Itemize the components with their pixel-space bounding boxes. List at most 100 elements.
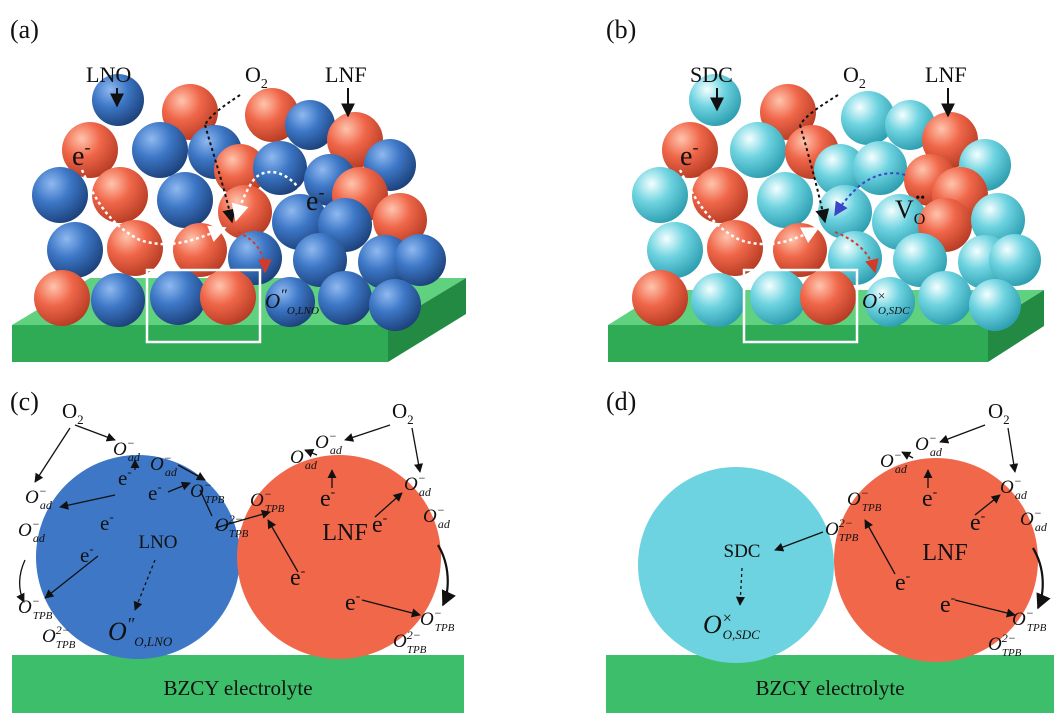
tpb-oxygen-d4: O2− TPB — [988, 631, 1022, 659]
electron-d1: e- — [922, 485, 938, 512]
panel-a: (a) LNO LNF O2 e- e- O″O,LNO — [10, 15, 466, 362]
adsorbed-oxygen-c5: O− ad — [290, 444, 318, 472]
particle-sphere — [692, 167, 748, 223]
electron-c4: e- — [80, 541, 94, 567]
electron-c3: e- — [100, 509, 114, 535]
tpb-oxygen-c7: O2− TPB — [393, 628, 427, 656]
particle-sphere — [632, 167, 688, 223]
electrolyte-bar-d — [606, 655, 1054, 713]
material-label-lnf-b: LNF — [925, 62, 967, 87]
electron-c5: e- — [320, 485, 336, 512]
particle-sphere — [394, 234, 446, 286]
reaction-arrows-d — [735, 424, 1051, 618]
electrolyte-bar-c — [12, 655, 464, 713]
particle-sphere — [707, 220, 763, 276]
tpb-oxygen-d3: O− TPB — [1012, 606, 1047, 634]
panel-d: (d) BZCY electrolyte SDC LNF O2 O− ad O− a… — [606, 387, 1054, 713]
particle-sphere — [989, 234, 1041, 286]
tpb-oxygen-d2: O2− TPB — [825, 516, 859, 544]
vacancy-label-b: VO•• — [895, 191, 925, 228]
particle-cluster-a — [32, 74, 446, 331]
particle-sphere — [893, 233, 947, 287]
adsorbed-oxygen-c6: O− ad — [315, 429, 343, 457]
particle-sphere — [632, 270, 688, 326]
panel-label-d: (d) — [606, 387, 636, 416]
tpb-oxygen-c4: O2− TPB — [42, 623, 76, 651]
particle-sphere — [662, 122, 718, 178]
particle-sphere — [253, 141, 307, 195]
particle-sphere — [218, 185, 272, 239]
electron-label-b: e- — [680, 137, 698, 172]
particle-sphere — [285, 100, 335, 150]
electron-c8: e- — [345, 589, 361, 616]
particle-sphere — [918, 271, 972, 325]
particle-sphere — [32, 167, 88, 223]
particle-cluster-b — [632, 74, 1041, 331]
magnified-region-box-a — [145, 268, 262, 344]
particle-sphere — [814, 144, 866, 196]
adsorbed-oxygen-c7: O− ad — [404, 471, 432, 499]
particle-lnf-c — [237, 455, 441, 659]
oxygen-path-arrow-a — [204, 124, 237, 224]
particle-sphere — [92, 167, 148, 223]
material-label-lno-a: LNO — [86, 62, 131, 87]
particle-sphere — [800, 269, 856, 325]
particle-sphere — [132, 122, 188, 178]
particle-label-lnf-c: LNF — [322, 520, 367, 546]
electron-label-a2: e- — [306, 182, 324, 217]
material-label-lnf-a: LNF — [325, 62, 367, 87]
electron-c1: e- — [118, 464, 132, 490]
lattice-oxygen-c: O″O,LNO — [108, 614, 173, 649]
adsorbed-oxygen-d3: O− ad — [1000, 474, 1028, 502]
particle-sphere — [150, 269, 206, 325]
particle-sphere — [293, 233, 347, 287]
particle-sphere — [34, 270, 90, 326]
species-label-a: O″O,LNO — [265, 287, 319, 317]
particle-sphere — [750, 269, 806, 325]
electron-path-arrow-b — [678, 169, 820, 246]
panel-label-b: (b) — [606, 15, 636, 44]
lattice-oxygen-d: O× O,SDC — [703, 610, 760, 642]
particle-sphere — [162, 84, 218, 140]
panel-b: (b) SDC LNF O2 e- VO•• O× O,SDC — [606, 15, 1044, 362]
gas-label-a: O2 — [245, 62, 268, 92]
panel-c: (c) BZCY electrolyte LNO LNF O2 O2 O− ad … — [10, 387, 464, 713]
gas-label-b: O2 — [843, 62, 866, 92]
particle-sphere — [214, 144, 266, 196]
electron-d4: e- — [940, 591, 956, 618]
species-label-b: O× O,SDC — [862, 288, 910, 317]
tpb-oxygen-c1: O− TPB — [190, 478, 225, 506]
panel-label-c: (c) — [10, 387, 39, 416]
particle-sdc-d — [638, 467, 834, 663]
magnified-region-box-b — [742, 268, 859, 344]
particle-sphere — [865, 277, 915, 327]
particle-sphere — [841, 91, 895, 145]
vacancy-path-arrow-b — [834, 172, 906, 217]
oxygen-path-start-a — [204, 94, 241, 126]
adsorbed-oxygen-d1: O− ad — [880, 448, 908, 476]
electron-d3: e- — [895, 569, 911, 596]
particle-sphere — [91, 273, 145, 327]
ion-path-arrow-b — [834, 231, 879, 274]
particle-sphere — [373, 193, 427, 247]
particle-sphere — [107, 220, 163, 276]
particle-sphere — [318, 271, 372, 325]
particle-sphere — [818, 185, 872, 239]
electron-c6: e- — [372, 511, 388, 538]
ion-path-arrow-a — [237, 231, 272, 274]
particle-sphere — [47, 222, 103, 278]
particle-sphere — [265, 277, 315, 327]
gas-label-c1: O2 — [62, 399, 84, 427]
electron-c7: e- — [290, 564, 306, 591]
particle-sphere — [971, 193, 1025, 247]
particle-sphere — [969, 279, 1021, 331]
tpb-oxygen-d1: O− TPB — [847, 486, 882, 514]
particle-sphere — [730, 122, 786, 178]
reaction-arrows-c — [16, 424, 456, 618]
gas-label-d: O2 — [988, 399, 1010, 427]
gas-label-c2: O2 — [392, 399, 414, 427]
particle-label-sdc-d: SDC — [724, 541, 761, 562]
particle-lnf-d — [834, 458, 1038, 662]
adsorbed-oxygen-c1: O− ad — [113, 436, 141, 464]
